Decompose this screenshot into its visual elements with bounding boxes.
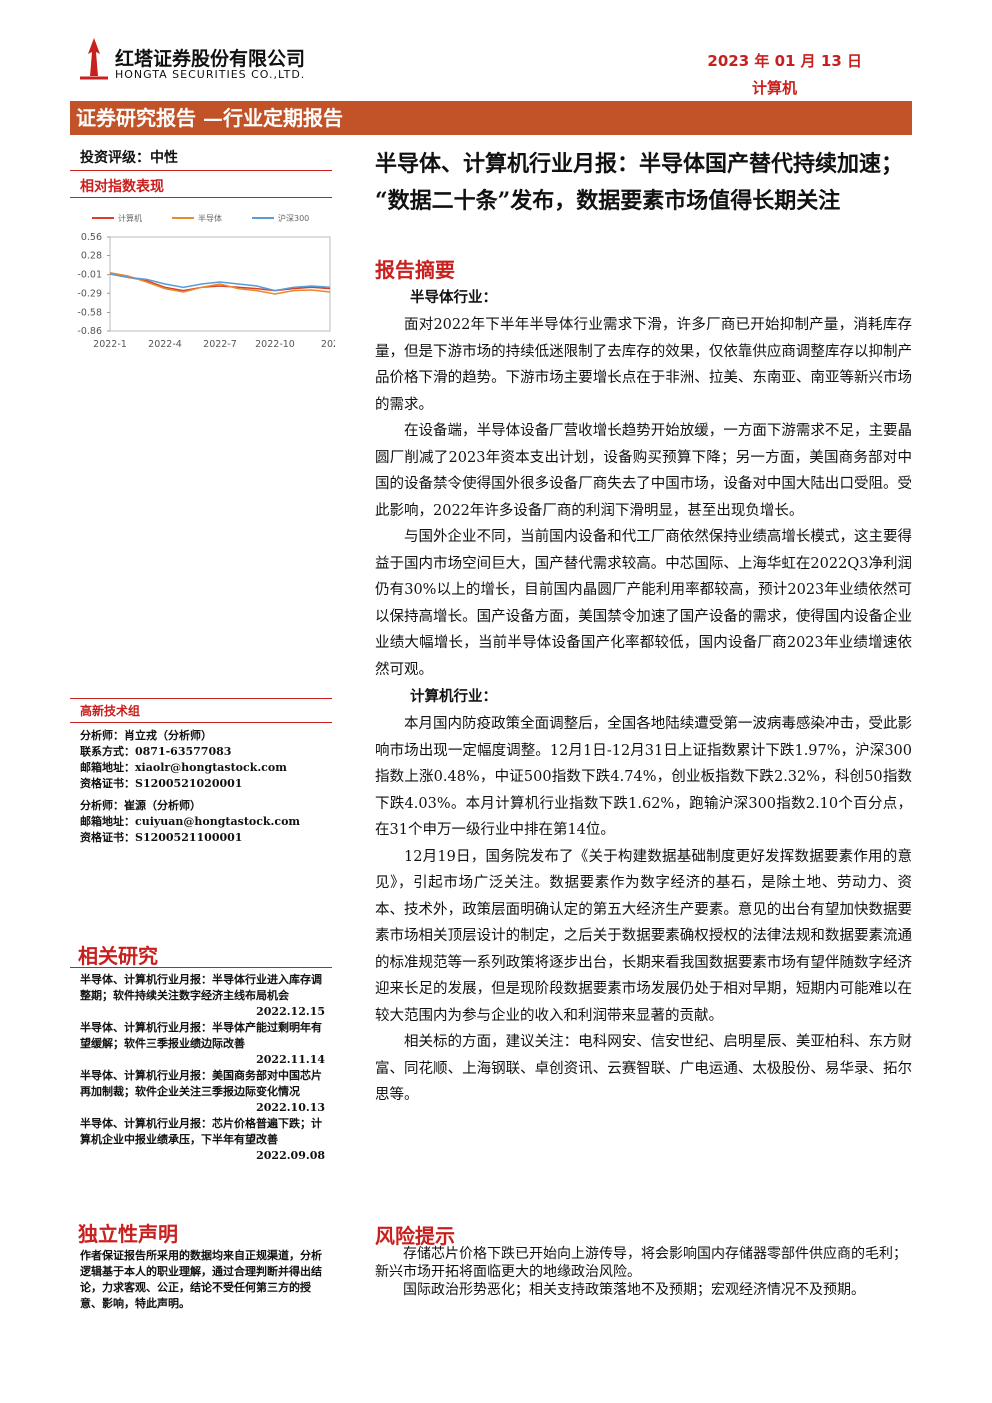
related-date: 2022.12.15 (256, 1005, 325, 1018)
related-item: 半导体、计算机行业月报：芯片价格普遍下跌；计算机企业中报业绩承压，下半年有望改善 (80, 1117, 322, 1146)
analyst-line: 资格证书：S1200521020001 (80, 777, 243, 790)
analyst-line: 分析师：肖立戎（分析师） (80, 729, 212, 742)
x-tick-label: 2022-1 (93, 339, 127, 350)
section-heading: 半导体行业： (410, 289, 497, 306)
x-tick-label: 2022-10 (255, 339, 295, 350)
disclaimer: 作者保证报告所采用的数据均来自正规渠道，分析逻辑基于本人的职业理解，通过合理判断… (80, 1249, 322, 1310)
report-date: 2023 年 01 月 13 日 (707, 52, 862, 70)
disclaimer-title: 独立性声明 (78, 1222, 178, 1246)
paragraph: 面对2022年下半年半导体行业需求下滑，许多厂商已开始抑制产量，消耗库存量，但是… (375, 317, 912, 413)
related-item: 半导体、计算机行业月报：半导体行业进入库存调整期；软件持续关注数字经济主线布局机… (80, 973, 322, 1002)
x-tick-label: 2022-4 (148, 339, 182, 350)
team: 高新技术组 (80, 704, 141, 718)
legend-label: 半导体 (198, 213, 222, 223)
section-heading: 计算机行业： (410, 688, 497, 705)
logo (80, 38, 108, 80)
index-title: 相对指数表现 (80, 179, 164, 195)
y-tick-label: 0.28 (81, 251, 102, 262)
paragraph: 相关标的方面，建议关注：电科网安、信安世纪、启明星辰、美亚柏科、东方财富、同花顺… (375, 1034, 912, 1103)
y-tick-label: -0.58 (77, 307, 102, 318)
legend-label: 计算机 (118, 213, 142, 223)
paragraph: 12月19日，国务院发布了《关于构建数据基础制度更好发挥数据要素作用的意见》，引… (375, 848, 912, 1024)
related-date: 2022.11.14 (256, 1053, 325, 1066)
rating: 投资评级：中性 (80, 150, 178, 166)
related-list: 半导体、计算机行业月报：半导体行业进入库存调整期；软件持续关注数字经济主线布局机… (80, 972, 325, 1164)
summary-heading: 报告摘要 (375, 258, 455, 282)
analyst-line: 邮箱地址：cuiyuan@hongtastock.com (80, 815, 301, 828)
x-tick-label: 2022-7 (203, 339, 237, 350)
series-line (109, 273, 331, 292)
related-title: 相关研究 (78, 944, 158, 968)
company-name-en: HONGTA SECURITIES CO.,LTD. (115, 68, 306, 81)
plot-frame (109, 236, 331, 332)
related-item: 半导体、计算机行业月报：美国商务部对中国芯片再加制裁；软件企业关注三季报边际变化… (80, 1069, 322, 1098)
analyst-line: 分析师：崔源（分析师） (80, 799, 201, 812)
analyst-line: 资格证书：S1200521100001 (80, 831, 243, 844)
y-tick-label: -0.01 (77, 270, 102, 281)
analysts: 分析师：肖立戎（分析师） 联系方式：0871-63577083 邮箱地址：xia… (80, 728, 330, 846)
legend-label: 沪深300 (278, 213, 309, 223)
summary: 半导体行业： 面对2022年下半年半导体行业需求下滑，许多厂商已开始抑制产量，消… (375, 284, 912, 1109)
related-date: 2022.09.08 (256, 1149, 325, 1162)
paragraph: 本月国内防疫政策全面调整后，全国各地陆续遭受第一波病毒感染冲击，受此影响市场出现… (375, 716, 912, 838)
analyst-line: 邮箱地址：xiaolr@hongtastock.com (80, 761, 287, 774)
y-tick-label: -0.86 (77, 326, 102, 337)
risk-item: 存储芯片价格下跌已开始向上游传导，将会影响国内存储器零部件供应商的毛利；新兴市场… (375, 1246, 907, 1280)
x-tick-label: 202 (321, 339, 335, 350)
analyst-line: 联系方式：0871-63577083 (80, 745, 232, 758)
related-date: 2022.10.13 (256, 1101, 325, 1114)
risk-title: 风险提示 (375, 1224, 455, 1248)
related-item: 半导体、计算机行业月报：半导体产能过剩明年有望缓解；软件三季报业绩边际改善 (80, 1021, 322, 1050)
report-title: 半导体、计算机行业月报：半导体国产替代持续加速；“数据二十条”发布，数据要素市场… (375, 151, 904, 214)
company-name: 红塔证券股份有限公司 (115, 48, 306, 70)
paragraph: 与国外企业不同，当前国内设备和代工厂商依然保持业绩高增长模式，这主要得益于国内市… (375, 529, 912, 678)
paragraph: 在设备端，半导体设备厂营收增长趋势开始放缓，一方面下游需求不足，主要晶圆厂削减了… (375, 423, 912, 519)
sector: 计算机 (752, 79, 798, 97)
risks: 存储芯片价格下跌已开始向上游传导，将会影响国内存储器零部件供应商的毛利；新兴市场… (375, 1245, 912, 1299)
series-line (109, 273, 331, 292)
y-tick-label: 0.56 (81, 232, 102, 243)
series-line (109, 272, 331, 295)
risk-item: 国际政治形势恶化；相关支持政策落地不及预期；宏观经济情况不及预期。 (403, 1282, 865, 1298)
banner: 证券研究报告 —行业定期报告 (70, 101, 912, 135)
y-tick-label: -0.29 (77, 288, 102, 299)
index-chart: 0.56 0.28 -0.01 -0.29 -0.58 -0.86 2022-1 2022-4… (77, 213, 335, 350)
